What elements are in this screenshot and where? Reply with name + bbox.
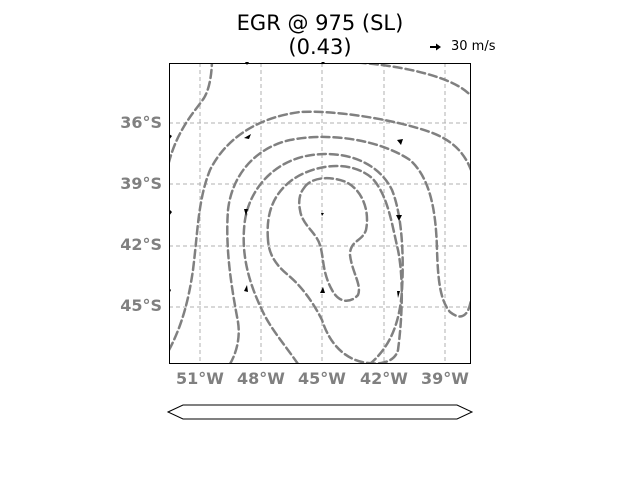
wind-vector	[244, 285, 248, 292]
lon-label-48w: 48°W	[237, 369, 285, 388]
wind-vector	[244, 134, 251, 139]
contour-line	[169, 110, 471, 352]
lat-label-45s: 45°S	[120, 296, 162, 315]
contour-line	[169, 63, 214, 164]
wind-vector	[397, 139, 403, 145]
contour-line	[226, 135, 471, 364]
lat-label-42s: 42°S	[120, 235, 162, 254]
wind-vector	[244, 209, 248, 216]
gridlines	[169, 63, 471, 364]
reference-vector-label: 30 m/s	[451, 39, 496, 54]
wind-vector	[396, 215, 402, 221]
wind-vector	[397, 291, 400, 298]
lon-label-42w: 42°W	[360, 369, 408, 388]
lon-label-39w: 39°W	[421, 369, 469, 388]
lat-label-36s: 36°S	[120, 113, 162, 132]
lon-label-45w: 45°W	[298, 369, 346, 388]
colorbar	[166, 404, 474, 420]
lat-label-39s: 39°S	[120, 174, 162, 193]
lon-label-51w: 51°W	[176, 369, 224, 388]
map-frame	[169, 63, 471, 364]
wind-vector	[320, 287, 325, 293]
arrow-right-icon	[430, 43, 441, 51]
contour-line	[266, 164, 404, 364]
map-title: EGR @ 975 (SL)	[236, 11, 404, 35]
contour-line	[320, 63, 471, 98]
map-subtitle: (0.43)	[288, 35, 352, 59]
wind-vector	[321, 213, 324, 216]
contour-line	[297, 176, 369, 302]
